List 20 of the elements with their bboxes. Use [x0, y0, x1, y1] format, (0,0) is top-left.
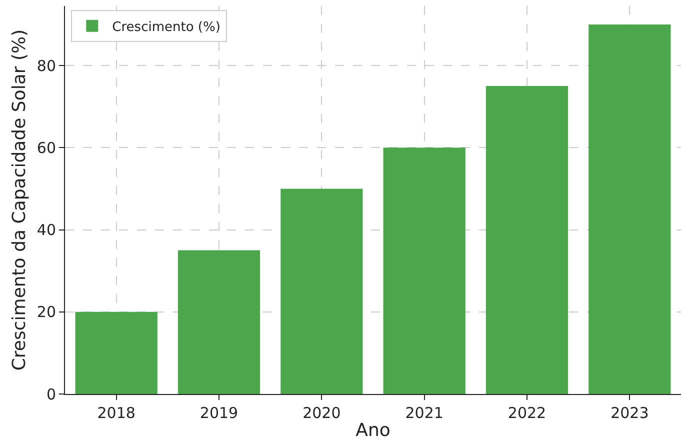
bar	[75, 312, 158, 394]
x-tick-label: 2018	[97, 404, 136, 422]
y-tick-label: 80	[36, 56, 56, 75]
x-tick-label: 2021	[405, 404, 444, 422]
bar	[178, 250, 260, 394]
y-tick-label: 0	[46, 385, 56, 404]
y-axis-title: Crescimento da Capacidade Solar (%)	[9, 29, 30, 371]
bar	[280, 188, 363, 394]
bar	[588, 24, 671, 394]
y-tick-label: 20	[36, 303, 56, 322]
x-axis-title: Ano	[356, 420, 390, 441]
x-tick-label: 2020	[302, 404, 341, 422]
x-tick-label: 2019	[200, 404, 238, 422]
x-tick-label: 2022	[508, 404, 546, 422]
bar	[383, 148, 466, 394]
y-tick-label: 40	[36, 221, 56, 240]
x-tick-label: 2023	[610, 404, 649, 422]
y-tick-label: 60	[36, 138, 56, 157]
bar	[486, 86, 568, 394]
legend-label: Crescimento (%)	[112, 20, 220, 35]
